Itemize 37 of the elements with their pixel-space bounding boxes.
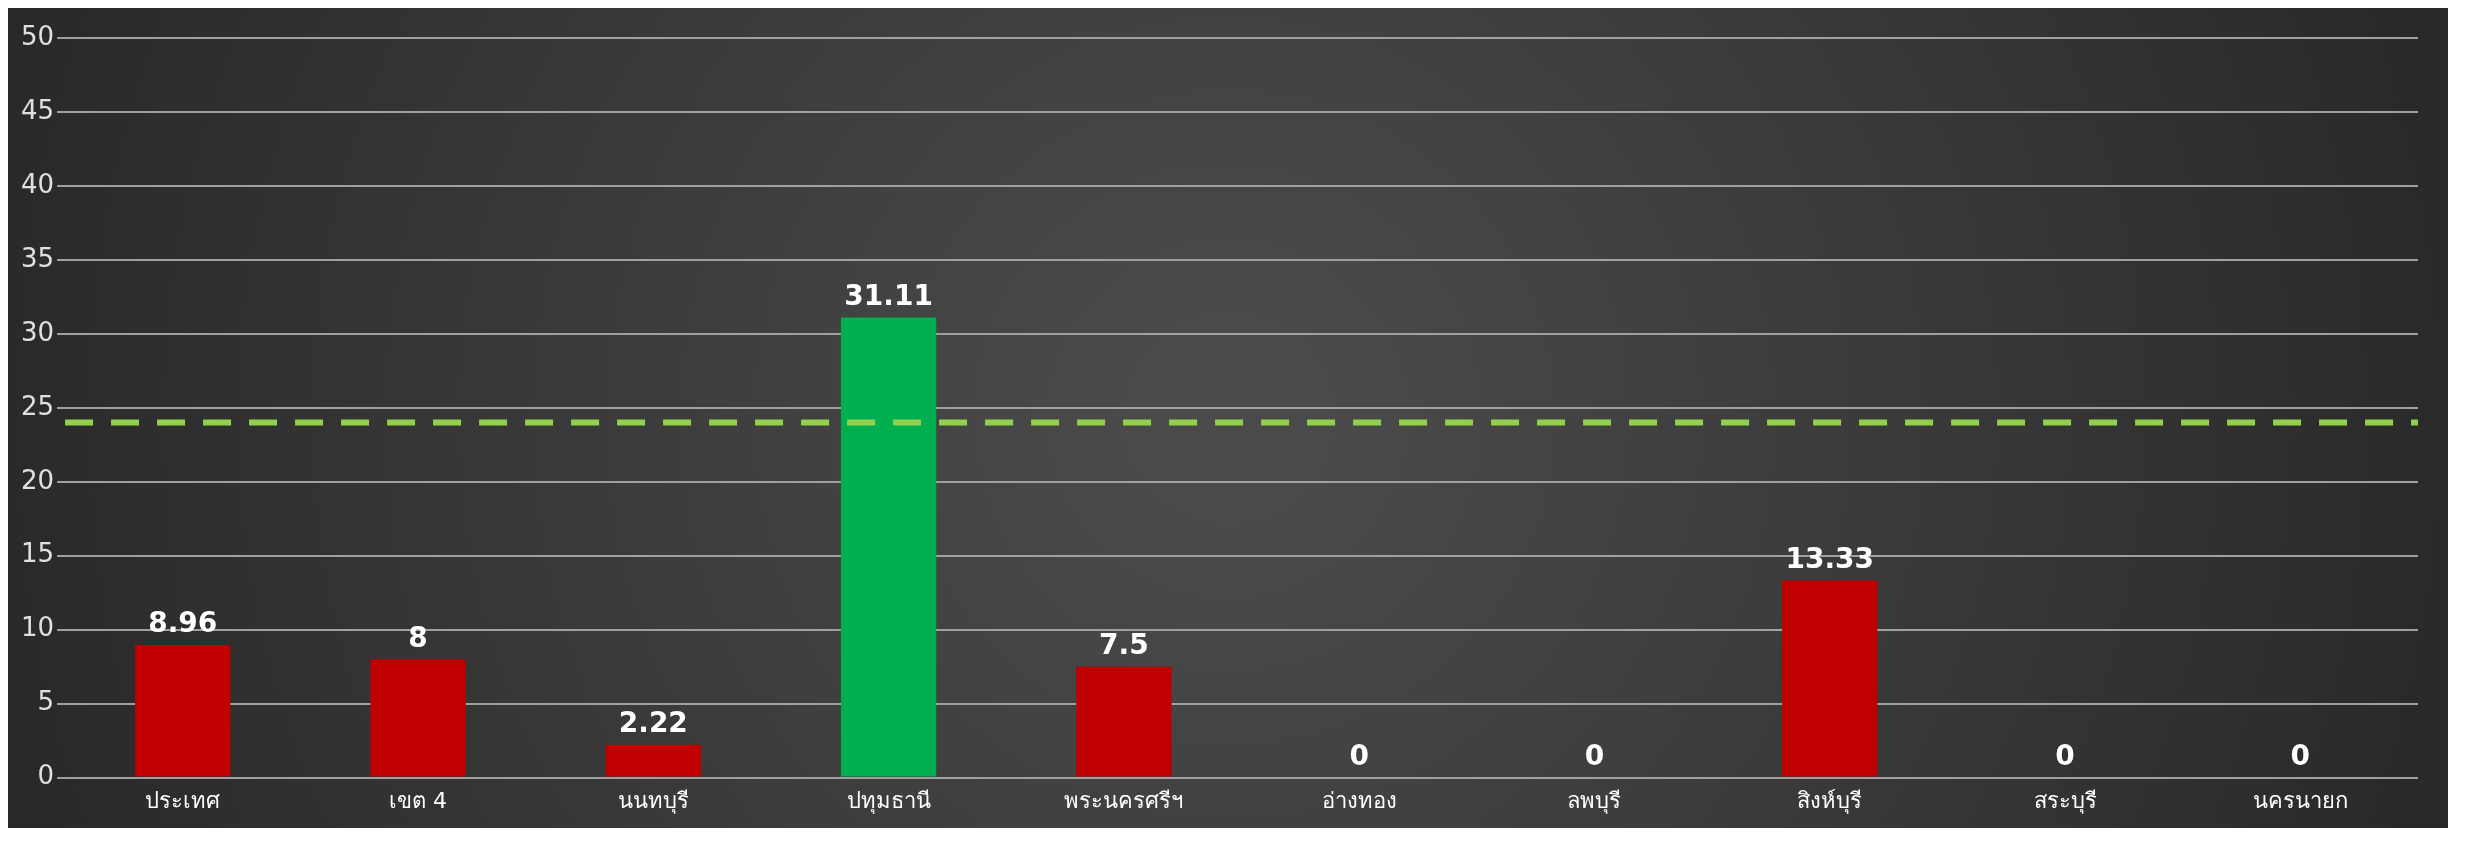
x-tick-label: ประเทศ	[145, 787, 221, 813]
y-tick-label: 45	[20, 94, 55, 125]
bar	[605, 744, 701, 777]
y-tick-label: 0	[37, 760, 55, 791]
x-tick-label: พระนครศรีฯ	[1064, 787, 1184, 813]
x-tick-label: นครนายก	[2252, 787, 2348, 813]
x-tick-label: ลพบุรี	[1567, 787, 1622, 814]
y-tick-label: 20	[20, 464, 55, 495]
x-tick-label: อ่างทอง	[1321, 787, 1397, 813]
data-label: 8	[408, 620, 428, 654]
bar	[1076, 666, 1172, 777]
data-label: 0	[1349, 738, 1369, 772]
y-tick-label: 50	[20, 20, 55, 51]
data-label: 0	[1584, 738, 1605, 772]
y-tick-label: 15	[20, 538, 55, 569]
x-tick-label: สิงห์บุรี	[1797, 787, 1863, 814]
bar	[135, 645, 231, 777]
data-label: 2.22	[618, 706, 688, 740]
y-tick-label: 25	[20, 390, 55, 421]
data-label: 8.96	[148, 606, 218, 640]
y-tick-label: 35	[20, 242, 55, 273]
bar	[370, 659, 466, 777]
data-label: 7.5	[1099, 627, 1149, 661]
y-tick-label: 10	[20, 612, 55, 643]
data-label: 13.33	[1785, 541, 1875, 575]
bar	[840, 317, 937, 777]
x-tick-label: เขต 4	[389, 787, 448, 813]
x-tick-label: นนทบุรี	[617, 787, 689, 814]
data-label: 31.11	[844, 278, 933, 312]
y-tick-label: 30	[20, 316, 55, 347]
data-label: 0	[2055, 738, 2075, 772]
data-label: 0	[2290, 738, 2311, 772]
x-tick-label: ปทุมธานี	[846, 787, 931, 814]
y-tick-label: 40	[20, 168, 55, 199]
x-tick-label: สระบุรี	[2033, 787, 2097, 814]
bar	[1782, 580, 1878, 777]
y-tick-label: 5	[37, 686, 55, 717]
